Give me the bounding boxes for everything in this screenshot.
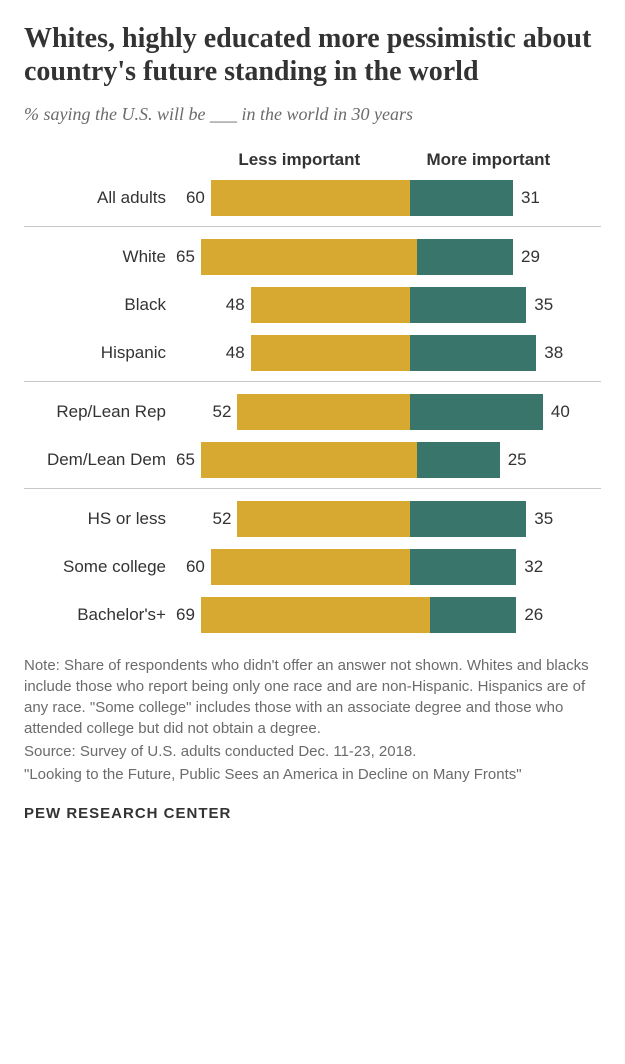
value-less: 48 — [226, 343, 251, 363]
bars — [201, 239, 513, 275]
bars — [201, 442, 500, 478]
bar-less — [237, 394, 410, 430]
bar-less — [211, 180, 410, 216]
bars — [237, 501, 526, 537]
bar-area: 60 32 — [176, 543, 601, 591]
bar-area: 48 35 — [176, 281, 601, 329]
group-divider — [24, 488, 601, 489]
bar-area: 60 31 — [176, 174, 601, 222]
value-less: 65 — [176, 247, 201, 267]
chart-row: Dem/Lean Dem65 25 — [24, 436, 601, 484]
source-footer: PEW RESEARCH CENTER — [24, 805, 601, 822]
chart-row: All adults 60 31 — [24, 174, 601, 222]
chart-subtitle: % saying the U.S. will be ___ in the wor… — [24, 102, 601, 126]
row-label: Black — [24, 295, 176, 315]
value-more: 25 — [500, 450, 527, 470]
header-less: Less important — [176, 150, 423, 170]
value-less: 52 — [213, 402, 238, 422]
row-label: Dem/Lean Dem — [24, 450, 176, 470]
bar-more — [410, 549, 516, 585]
bar-less — [201, 597, 430, 633]
bar-more — [410, 287, 526, 323]
value-more: 38 — [536, 343, 563, 363]
bar-area: 52 40 — [176, 388, 601, 436]
bar-less — [251, 335, 410, 371]
chart-body: Less important More important All adults… — [24, 150, 601, 639]
bar-less — [201, 442, 417, 478]
chart-note: Note: Share of respondents who didn't of… — [24, 655, 601, 785]
bar-more — [410, 394, 543, 430]
bar-less — [251, 287, 410, 323]
chart-row: White65 29 — [24, 233, 601, 281]
row-label: Bachelor's+ — [24, 605, 176, 625]
chart-row: Rep/Lean Rep 52 40 — [24, 388, 601, 436]
bar-less — [201, 239, 417, 275]
bars — [237, 394, 542, 430]
bar-less — [237, 501, 410, 537]
bars — [211, 180, 513, 216]
row-label: All adults — [24, 188, 176, 208]
chart-row: Hispanic 48 38 — [24, 329, 601, 377]
value-less: 60 — [186, 188, 211, 208]
chart-row: Bachelor's+69 26 — [24, 591, 601, 639]
value-more: 40 — [543, 402, 570, 422]
bar-area: 69 26 — [176, 591, 601, 639]
bars — [251, 335, 537, 371]
note-line: Source: Survey of U.S. adults conducted … — [24, 741, 601, 762]
value-less: 60 — [186, 557, 211, 577]
bar-more — [410, 180, 513, 216]
group-divider — [24, 226, 601, 227]
value-less: 65 — [176, 450, 201, 470]
chart-row: Black 48 35 — [24, 281, 601, 329]
bar-more — [410, 335, 536, 371]
row-label: Rep/Lean Rep — [24, 402, 176, 422]
value-more: 29 — [513, 247, 540, 267]
note-line: Note: Share of respondents who didn't of… — [24, 655, 601, 739]
group-divider — [24, 381, 601, 382]
chart-title: Whites, highly educated more pessimistic… — [24, 22, 601, 88]
row-label: White — [24, 247, 176, 267]
chart-row: Some college 60 32 — [24, 543, 601, 591]
row-label: Hispanic — [24, 343, 176, 363]
bar-less — [211, 549, 410, 585]
bar-more — [430, 597, 516, 633]
note-line: "Looking to the Future, Public Sees an A… — [24, 764, 601, 785]
bar-area: 52 35 — [176, 495, 601, 543]
bars — [201, 597, 516, 633]
bars — [211, 549, 516, 585]
bar-area: 48 38 — [176, 329, 601, 377]
column-headers: Less important More important — [24, 150, 601, 170]
bars — [251, 287, 527, 323]
bar-area: 65 29 — [176, 233, 601, 281]
value-more: 32 — [516, 557, 543, 577]
value-more: 31 — [513, 188, 540, 208]
bar-more — [410, 501, 526, 537]
row-label: Some college — [24, 557, 176, 577]
bar-more — [417, 239, 513, 275]
value-more: 26 — [516, 605, 543, 625]
value-more: 35 — [526, 295, 553, 315]
row-label: HS or less — [24, 509, 176, 529]
value-less: 52 — [213, 509, 238, 529]
bar-more — [417, 442, 500, 478]
value-more: 35 — [526, 509, 553, 529]
header-more: More important — [423, 150, 602, 170]
bar-area: 65 25 — [176, 436, 601, 484]
chart-row: HS or less 52 35 — [24, 495, 601, 543]
value-less: 48 — [226, 295, 251, 315]
value-less: 69 — [176, 605, 201, 625]
